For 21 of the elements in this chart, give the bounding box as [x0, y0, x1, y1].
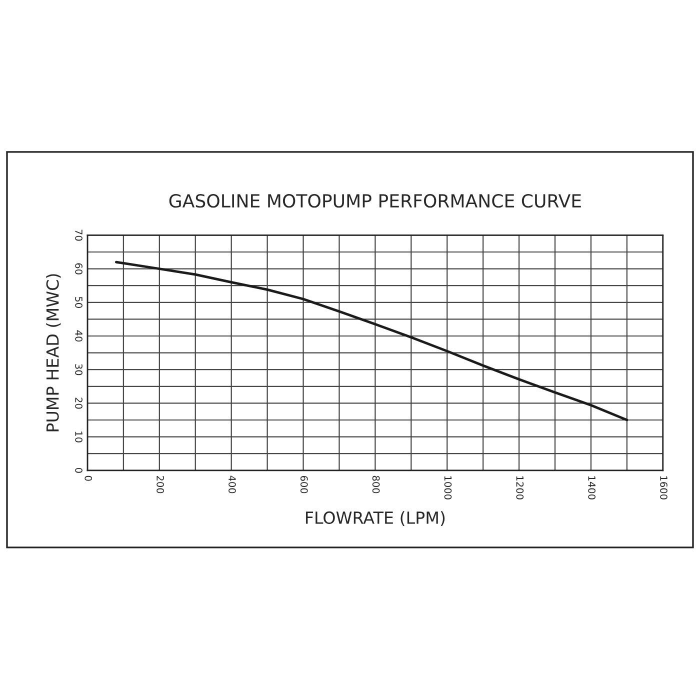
chart-title: GASOLINE MOTOPUMP PERFORMANCE CURVE: [169, 194, 581, 208]
x-tick-label: 600: [300, 476, 308, 494]
x-tick-label: 1200: [516, 476, 524, 500]
y-tick-label: 70: [75, 230, 82, 241]
x-tick-label: 1000: [444, 476, 452, 500]
y-tick-label: 20: [75, 398, 82, 409]
y-tick-label: 0: [75, 468, 82, 473]
x-tick-label: 400: [228, 476, 236, 494]
x-tick-label: 0: [84, 476, 92, 481]
x-tick-label: 200: [156, 476, 164, 494]
y-tick-label: 30: [75, 364, 82, 376]
y-axis-title: PUMP HEAD (MWC): [46, 274, 61, 432]
line-series: [115, 260, 628, 422]
y-tick-label: 50: [75, 296, 82, 308]
y-tick-label: 60: [75, 263, 82, 274]
x-axis-title: FLOWRATE (LPM): [306, 511, 445, 526]
x-tick-label: 1400: [588, 476, 596, 500]
y-tick-label: 10: [75, 432, 82, 442]
x-tick-label: 800: [372, 476, 380, 494]
x-tick-label: 1600: [660, 476, 668, 500]
y-tick-label: 40: [75, 330, 82, 342]
